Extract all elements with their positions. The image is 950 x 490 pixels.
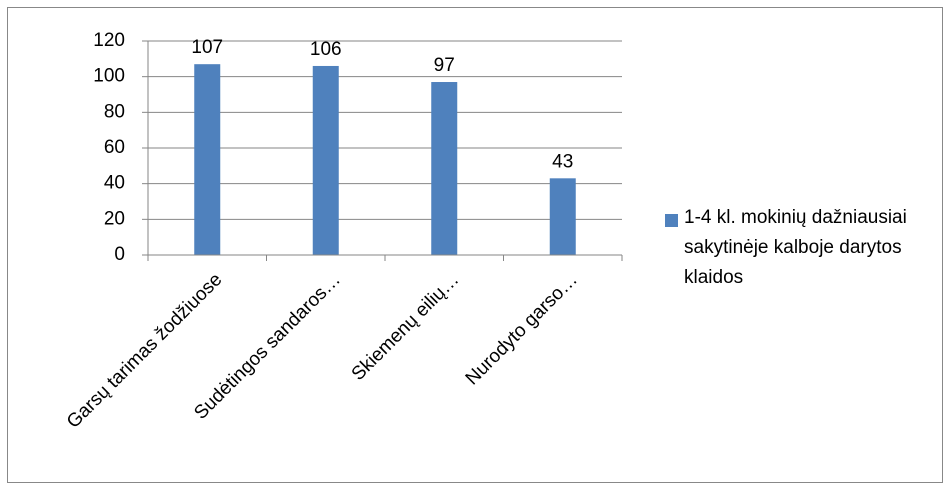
data-label: 107 <box>191 37 223 58</box>
y-tick-label: 100 <box>93 66 125 87</box>
legend-label: 1-4 kl. mokinių dažniausiai sakytinėje k… <box>684 207 907 288</box>
data-label: 97 <box>434 55 455 76</box>
data-label: 106 <box>310 39 342 60</box>
y-tick-label: 40 <box>104 173 125 194</box>
y-tick-label: 80 <box>104 101 125 122</box>
y-tick-label: 20 <box>104 208 125 229</box>
legend-swatch <box>665 214 678 227</box>
bar <box>312 65 339 255</box>
data-label: 43 <box>552 151 573 172</box>
bar <box>194 64 221 255</box>
bar <box>431 82 458 256</box>
y-tick-label: 120 <box>93 30 125 51</box>
y-tick-label: 60 <box>104 137 125 158</box>
bar <box>549 178 576 255</box>
chart-border <box>7 7 943 483</box>
y-tick-label: 0 <box>114 244 125 265</box>
